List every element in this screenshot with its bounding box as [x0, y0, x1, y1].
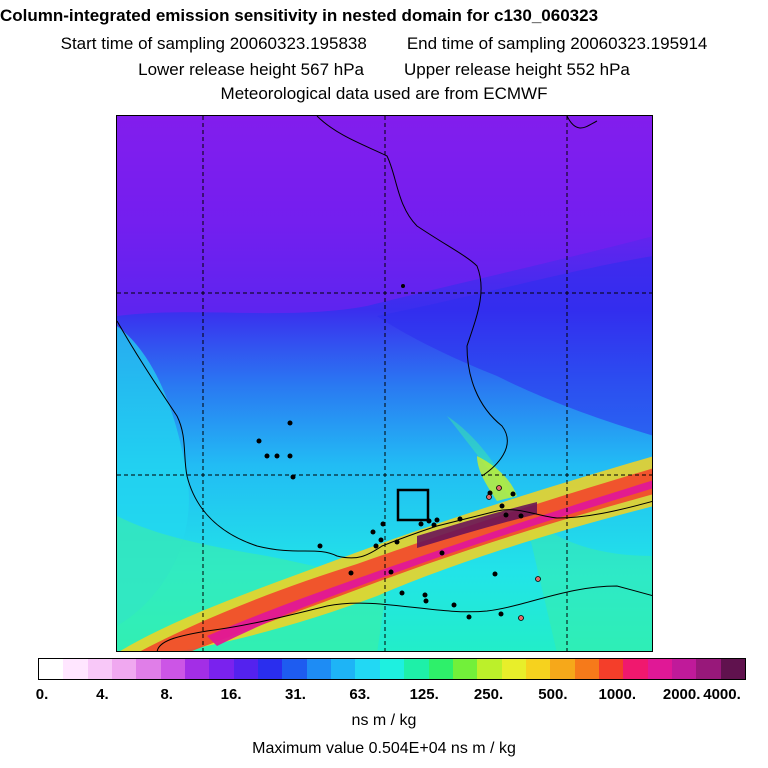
northeast-low-sensitivity-region: [377, 256, 652, 436]
yellow-patch: [477, 456, 517, 501]
colorbar-cell: [720, 659, 745, 679]
colorbar-cell: [501, 659, 526, 679]
site-markers: [256, 284, 524, 620]
colorbar-tick-label: 125.: [409, 686, 439, 703]
colorbar-tick-label: 4000.: [703, 686, 741, 703]
map-canvas: [117, 116, 652, 651]
colorbar-cell: [282, 659, 307, 679]
colorbar-tick-label: 31.: [285, 686, 306, 703]
colorbar-cell: [331, 659, 356, 679]
lat-lon-grid: [117, 116, 652, 651]
colorbar-cell: [87, 659, 113, 679]
colorbar-cell: [355, 659, 380, 679]
colorbar-cell: [623, 659, 648, 679]
colorbar-tick-label: 2000.: [662, 686, 701, 703]
coastline: [117, 116, 652, 651]
colorbar-cell: [39, 659, 64, 679]
colorbar-cell: [696, 659, 721, 679]
highlighted-site-markers: [486, 485, 541, 621]
colorbar-cell: [671, 659, 697, 679]
colorbar-cell: [404, 659, 429, 679]
colorbar-tick-label: 63.: [349, 686, 371, 703]
colorbar-cell: [379, 659, 405, 679]
colorbar-cell: [160, 659, 186, 679]
colorbar-cell: [550, 659, 575, 679]
colorbar-cell: [258, 659, 283, 679]
colorbar-cell: [477, 659, 502, 679]
met-data-source: Meteorological data used are from ECMWF: [220, 84, 548, 103]
end-time: End time of sampling 20060323.195914: [406, 34, 708, 53]
colorbar-tick-label: 1000.: [598, 686, 637, 703]
colorbar-cell: [525, 659, 551, 679]
release-heights: Lower release height 567 hPa Upper releas…: [0, 60, 768, 80]
colorbar-cell: [598, 659, 624, 679]
colorbar-tick-label: 250.: [473, 686, 504, 703]
start-time: Start time of sampling 20060323.195838: [60, 34, 367, 53]
colorbar-units: ns m / kg: [351, 712, 417, 729]
colorbar-cell: [112, 659, 137, 679]
upper-release-height: Upper release height 552 hPa: [404, 60, 630, 79]
colorbar-cell: [452, 659, 478, 679]
release-box-icon: [396, 488, 430, 522]
colorbar-cell: [209, 659, 234, 679]
colorbar-cell: [185, 659, 210, 679]
colorbar-ticks: 0. 4. 8. 16. 31. 63. 125. 250. 500. 1000. 2000. 400…: [0, 686, 768, 706]
colorbar-cell: [233, 659, 259, 679]
colorbar-tick-label: 500.: [538, 686, 568, 703]
colorbar-cell: [428, 659, 453, 679]
sensitivity-map: [116, 115, 653, 652]
colorbar-cell: [63, 659, 88, 679]
colorbar-tick-label: 8.: [160, 686, 173, 703]
colorbar-cell: [647, 659, 672, 679]
colorbar: [38, 658, 746, 680]
plume-core-band: [207, 480, 652, 646]
colorbar-cell: [306, 659, 332, 679]
lower-release-height: Lower release height 567 hPa: [138, 60, 364, 79]
maximum-value: Maximum value 0.504E+04 ns m / kg: [252, 740, 516, 757]
colorbar-tick-label: 0.: [35, 686, 49, 703]
colorbar-cell: [136, 659, 161, 679]
colorbar-tick-label: 4.: [96, 686, 109, 703]
colorbar-cell: [574, 659, 599, 679]
southwest-green-region: [117, 516, 387, 651]
plot-title: Column-integrated emission sensitivity i…: [0, 6, 599, 25]
colorbar-tick-label: 16.: [220, 686, 242, 703]
sampling-times: Start time of sampling 20060323.195838 En…: [0, 34, 768, 54]
